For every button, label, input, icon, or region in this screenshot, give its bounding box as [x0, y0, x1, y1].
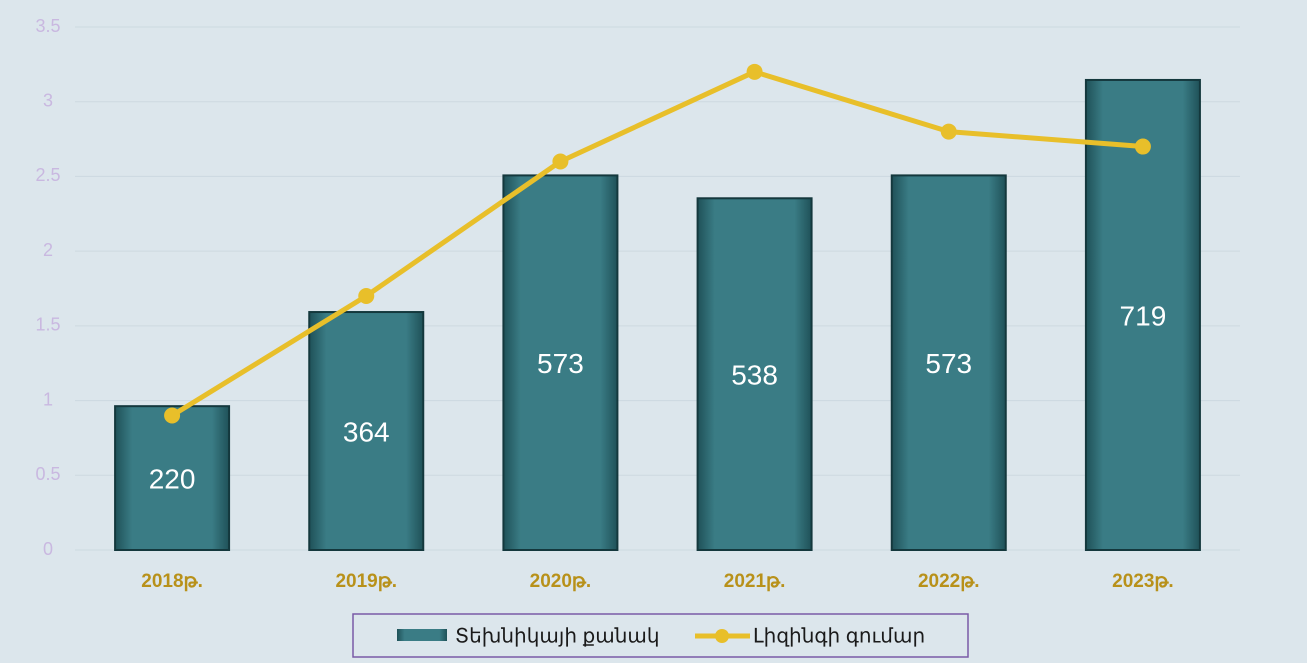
- y-tick-label: 3.5: [35, 16, 60, 36]
- line-point: [358, 287, 375, 304]
- bar: [114, 405, 231, 551]
- y-tick-label: 2.5: [35, 165, 60, 185]
- x-tick-label: 2021թ.: [724, 571, 786, 592]
- y-tick-label: 3: [43, 90, 53, 110]
- y-tick-label: 2: [43, 240, 53, 260]
- line-point: [164, 407, 181, 424]
- y-tick-label: 0.5: [35, 464, 60, 484]
- legend-swatch-dot: [715, 629, 729, 643]
- line-point: [746, 63, 763, 80]
- x-tick-label: 2022թ.: [918, 571, 980, 592]
- bar-value-label: 573: [537, 348, 584, 379]
- legend-label: Լիզինգի գումար: [753, 625, 925, 647]
- bar-value-label: 573: [925, 348, 972, 379]
- y-tick-label: 0: [43, 539, 53, 559]
- bar-value-label: 538: [731, 360, 778, 391]
- bar: [502, 174, 619, 551]
- line-point: [1134, 138, 1151, 155]
- x-tick-label: 2020թ.: [530, 571, 592, 592]
- x-tick-label: 2023թ.: [1112, 571, 1174, 592]
- bar: [696, 197, 813, 551]
- legend-swatch: [397, 629, 447, 641]
- bar-value-label: 719: [1120, 300, 1167, 331]
- bar-value-label: 364: [343, 416, 390, 447]
- bar: [1084, 78, 1201, 552]
- x-tick-label: 2018թ.: [141, 571, 203, 592]
- bar-value-label: 220: [149, 463, 196, 494]
- bar: [308, 311, 425, 551]
- y-tick-label: 1: [43, 389, 53, 409]
- bar: [890, 174, 1007, 551]
- x-tick-label: 2019թ.: [335, 571, 397, 592]
- legend-label: Տեխնիկայի քանակ: [455, 625, 660, 647]
- line-point: [940, 123, 957, 140]
- line: [170, 69, 1144, 418]
- line-point: [552, 153, 569, 170]
- legend-box: [352, 613, 969, 658]
- y-tick-label: 1.5: [35, 315, 60, 335]
